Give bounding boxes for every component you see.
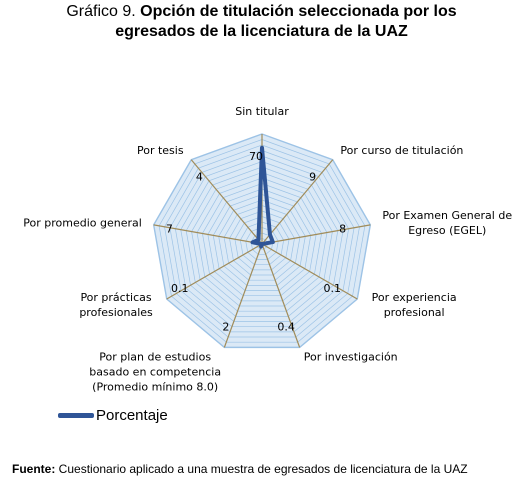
radar-gridline: [229, 210, 295, 276]
source-text: Cuestionario aplicado a una muestra de e…: [55, 462, 468, 476]
title-prefix: Gráfico 9.: [66, 3, 136, 20]
data-label: 8: [339, 223, 346, 236]
radar-spoke: [261, 243, 358, 300]
title-line1: Opción de titulación seleccionada por lo…: [140, 3, 457, 20]
radar-spoke: [223, 243, 263, 348]
legend: Porcentaje: [58, 407, 168, 424]
data-label: 0.1: [171, 282, 189, 295]
radar-gridline: [180, 161, 344, 322]
radar-gridline: [164, 144, 360, 338]
radar-gridline: [234, 216, 290, 271]
radar-gridline: [196, 177, 328, 307]
title-line2: egresados de la licenciatura de la UAZ: [115, 23, 408, 40]
radar-gridline: [185, 166, 339, 317]
radar-gridline: [207, 188, 317, 297]
radar-gridline: [169, 150, 355, 333]
data-label: 4: [196, 171, 203, 184]
legend-label: Porcentaje: [96, 407, 168, 424]
data-label: 7: [166, 223, 173, 236]
radar-gridline: [174, 155, 350, 328]
chart-title: Gráfico 9. Opción de titulación seleccio…: [0, 2, 523, 42]
category-label: Por promedio general: [23, 216, 142, 229]
data-label: 0.1: [323, 282, 341, 295]
radar-gridline: [245, 227, 279, 260]
data-label: 2: [222, 321, 229, 334]
radar-gridline: [218, 199, 306, 286]
category-label: Por Examen General de Egreso (EGEL): [382, 209, 512, 237]
category-label: Por experiencia profesional: [372, 291, 457, 319]
data-label: 9: [309, 171, 316, 184]
legend-swatch: [58, 413, 94, 418]
source-bold: Fuente:: [12, 462, 56, 476]
radar-gridline: [239, 221, 285, 266]
data-label: 0.4: [277, 321, 295, 334]
series-line-porcentaje: [250, 145, 275, 249]
radar-spoke: [190, 159, 263, 245]
radar-gridline: [202, 183, 322, 302]
category-label: Por prácticas profesionales: [79, 291, 153, 319]
radar-gridline: [152, 133, 372, 349]
category-label: Por investigación: [304, 351, 398, 364]
category-label: Sin titular: [235, 105, 289, 118]
radar-spoke: [261, 243, 301, 348]
radar-gridline: [212, 194, 312, 291]
radar-spoke: [261, 159, 334, 245]
radar-spoke: [261, 224, 371, 245]
radar-spoke: [153, 224, 263, 245]
source-note: Fuente: Cuestionario aplicado a una mues…: [12, 462, 468, 476]
radar-gridline: [191, 172, 333, 312]
radar-gridline: [223, 205, 301, 281]
category-label: Por plan de estudios basado en competenci…: [89, 351, 221, 394]
data-label: 70: [249, 150, 263, 163]
radar-spoke: [166, 243, 263, 300]
radar-gridline: [158, 139, 366, 343]
category-label: Por curso de titulación: [340, 144, 463, 157]
category-label: Por tesis: [137, 144, 184, 157]
